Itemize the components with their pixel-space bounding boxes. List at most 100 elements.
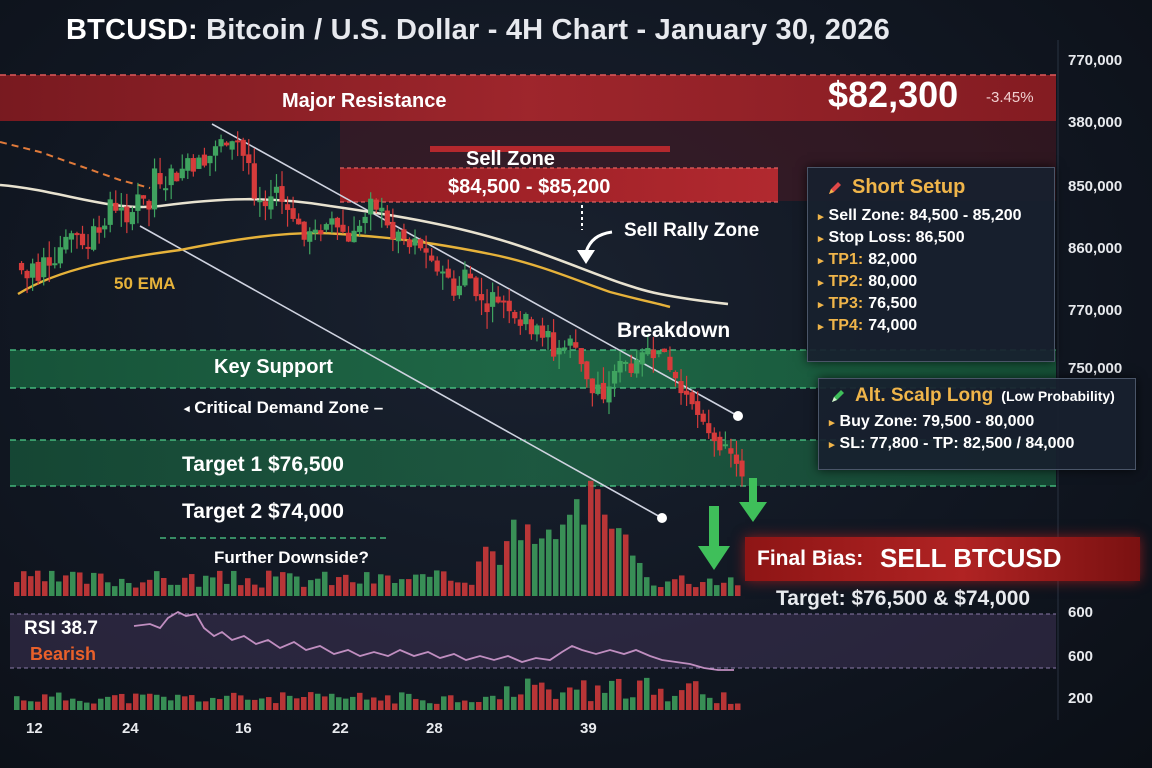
rsi-band — [10, 614, 1056, 668]
rsi-hist-bar — [427, 703, 433, 710]
rsi-hist-bar — [476, 702, 482, 710]
candle-body — [434, 260, 440, 272]
x-axis-label: 28 — [426, 720, 443, 737]
candle-body — [401, 229, 407, 240]
volume-bar — [665, 581, 671, 596]
rsi-hist-bar — [161, 696, 167, 710]
volume-bar — [448, 580, 454, 596]
volume-bar — [574, 499, 580, 596]
candle-body — [728, 448, 734, 454]
volume-bar — [21, 571, 27, 596]
volume-bar — [280, 572, 286, 596]
candle-body — [46, 257, 52, 266]
candle-body — [661, 348, 668, 353]
rsi-state: Bearish — [30, 644, 97, 664]
sell-zone-marker — [430, 146, 670, 152]
candle-body — [706, 423, 712, 434]
rsi-hist-bar — [266, 697, 272, 710]
candle-body — [357, 225, 363, 232]
candle-body — [30, 263, 36, 278]
candle-body — [240, 139, 246, 156]
rsi-hist-bar — [525, 678, 531, 710]
rsi-hist-bar — [294, 698, 300, 710]
candle-body — [35, 261, 41, 281]
volume-bar — [567, 514, 573, 596]
volume-bar — [406, 579, 412, 596]
rsi-hist-bar — [21, 700, 27, 710]
candle-body — [528, 319, 535, 335]
volume-bar — [504, 541, 510, 596]
rsi-hist-bar — [574, 689, 580, 710]
rsi-hist-bar — [217, 699, 223, 710]
volume-bar — [77, 572, 83, 596]
sell-zone-title: Sell Zone — [466, 148, 555, 170]
candle-body — [146, 200, 152, 210]
candle-body — [683, 390, 690, 395]
candle-body — [600, 382, 607, 400]
rsi-hist-bar — [154, 694, 160, 710]
rsi-hist-bar — [518, 694, 524, 710]
candle-body — [318, 230, 324, 235]
candle-body — [445, 268, 451, 278]
channel-upper-line — [211, 123, 739, 417]
rsi-hist-bar — [686, 683, 692, 710]
candle-body — [645, 348, 651, 355]
short-row-value: 80,000 — [868, 273, 918, 290]
volume-bar — [602, 514, 608, 596]
rsi-hist-bar — [28, 701, 34, 710]
candle-body — [501, 300, 507, 303]
pencil-icon — [832, 390, 844, 402]
rsi-hist-bar — [469, 702, 475, 710]
candle-body — [517, 319, 523, 326]
volume-bar — [329, 585, 335, 596]
rsi-hist-bar — [630, 697, 636, 710]
candle-body — [672, 371, 679, 379]
candle-body — [223, 142, 230, 146]
volume-bar — [336, 577, 342, 596]
final-bias-value: SELL BTCUSD — [880, 543, 1062, 573]
rsi-hist-bar — [602, 692, 608, 710]
scalp-long-title: Alt. Scalp Long — [855, 385, 994, 406]
y-axis-label: 770,000 — [1068, 302, 1123, 319]
candle-body — [473, 277, 479, 297]
candle-body — [207, 155, 213, 164]
rsi-hist-bar — [441, 696, 447, 710]
candle-body — [262, 201, 268, 207]
scalp-long-note: (Low Probability) — [1001, 388, 1115, 404]
rsi-hist-bar — [567, 687, 573, 710]
bullet-icon: ▸ — [818, 254, 824, 267]
candle-body — [168, 168, 174, 186]
rsi-hist-bar — [448, 695, 454, 710]
rsi-hist-bar — [532, 684, 538, 710]
candle-body — [478, 294, 485, 301]
critical-demand-text: Critical Demand Zone — [194, 398, 370, 417]
candle-body — [251, 163, 257, 199]
short-row-tp2: ▸ TP2: 80,000 — [818, 273, 1044, 291]
candle-body — [373, 199, 379, 210]
pencil-icon — [829, 181, 841, 194]
ema-label: 50 EMA — [114, 274, 176, 293]
volume-bar — [469, 584, 475, 596]
volume-bar — [399, 579, 405, 596]
volume-bar — [203, 575, 209, 596]
rsi-hist-bar — [399, 692, 405, 710]
candle-body — [689, 392, 695, 405]
scalp-row-text: SL: 77,800 - TP: 82,500 / 84,000 — [839, 435, 1075, 452]
candle-body — [102, 225, 108, 230]
candle-body — [534, 325, 540, 335]
rsi-hist-bar — [483, 696, 489, 710]
volume-bar — [217, 570, 223, 596]
rsi-hist-bar — [105, 696, 111, 710]
volume-bar — [252, 584, 258, 596]
rsi-hist-bar — [350, 696, 356, 710]
candle-body — [140, 195, 147, 199]
volume-bar — [70, 571, 76, 596]
candle-body — [506, 300, 512, 312]
candle-body — [495, 296, 501, 303]
candle-body — [190, 158, 196, 172]
volume-bar — [525, 524, 531, 596]
volume-bar — [266, 570, 272, 596]
candle-body — [595, 384, 601, 394]
volume-bar — [343, 574, 349, 596]
rsi-hist-bar — [560, 692, 566, 710]
